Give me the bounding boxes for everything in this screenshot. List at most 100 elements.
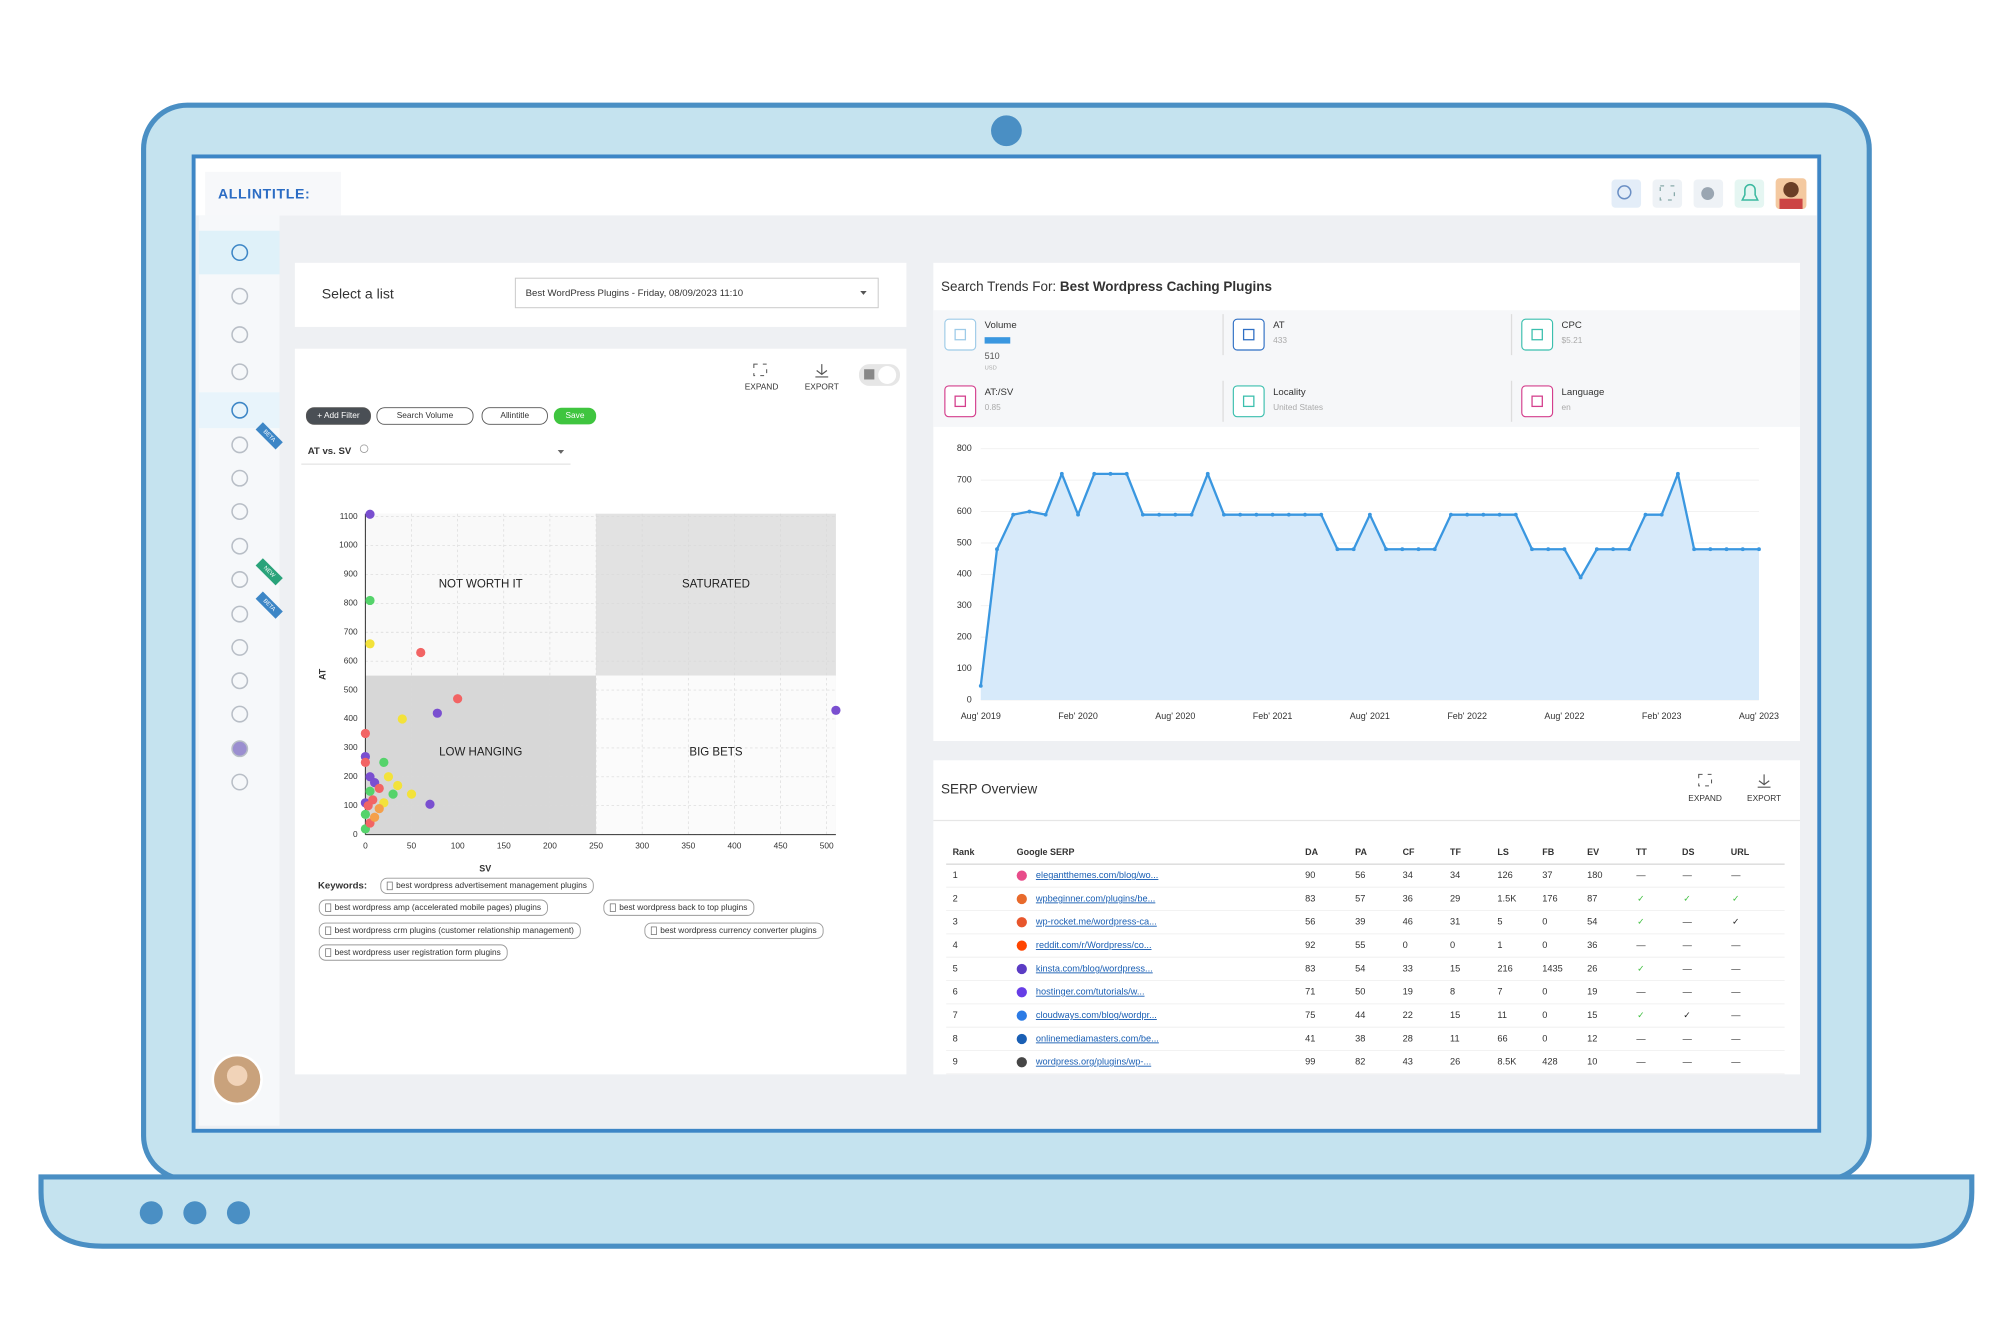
export-icon[interactable]: [815, 364, 829, 378]
point: [365, 509, 375, 519]
x-tick-label: Feb' 2022: [1447, 711, 1487, 721]
nav-icon[interactable]: [231, 363, 249, 381]
nav-icon[interactable]: [231, 287, 249, 305]
y-tick-label: 400: [957, 569, 972, 579]
quadrant: [365, 513, 597, 676]
help-icon: [359, 444, 369, 453]
serp-link[interactable]: cloudways.com/blog/wordpr...: [1036, 1010, 1157, 1020]
keyword-tag[interactable]: [318, 899, 548, 916]
expand-icon[interactable]: [1698, 773, 1713, 787]
save-button[interactable]: [553, 407, 597, 425]
export-button[interactable]: EXPORT: [1747, 793, 1781, 803]
nav-icon[interactable]: [231, 705, 249, 723]
keyword-tags: best wordpress advertisement management …: [318, 877, 824, 961]
point: [1027, 509, 1032, 514]
table-cell: 8: [1450, 987, 1455, 997]
table-cell: ✓: [1732, 917, 1740, 927]
nav-icon[interactable]: [231, 672, 249, 690]
table-cell: 5: [953, 963, 958, 973]
expand-button[interactable]: EXPAND: [745, 381, 779, 391]
grid-view-icon: [864, 369, 875, 380]
filter-button[interactable]: [376, 407, 474, 425]
quadrant-label: SATURATED: [682, 578, 750, 590]
serp-link[interactable]: onlinemediamasters.com/be...: [1036, 1033, 1159, 1043]
table-cell: 26: [1450, 1057, 1460, 1067]
keywords-label: Keywords:: [318, 880, 367, 891]
point: [360, 809, 370, 819]
point: [1400, 547, 1405, 552]
point: [1643, 512, 1648, 517]
table-cell: 54: [1587, 917, 1597, 927]
table-cell: 28: [1403, 1033, 1413, 1043]
metric-label: Locality: [1273, 387, 1306, 398]
sidebar-active: [198, 392, 280, 429]
nav-icon[interactable]: [231, 571, 249, 588]
serp-link[interactable]: wp-rocket.me/wordpress-ca...: [1035, 917, 1157, 927]
keyword-tag[interactable]: [603, 899, 755, 916]
y-tick-label: 800: [344, 598, 358, 608]
serp-link[interactable]: reddit.com/r/Wordpress/co...: [1036, 940, 1152, 950]
keyword-tag[interactable]: [644, 922, 824, 939]
expand-icon[interactable]: [753, 363, 768, 377]
serp-link[interactable]: wordpress.org/plugins/wp-...: [1035, 1057, 1151, 1067]
laptop-base: [38, 1174, 1975, 1249]
point: [1367, 512, 1372, 517]
point: [432, 708, 442, 718]
metric-glyph: [1531, 328, 1543, 341]
table-cell: 216: [1497, 963, 1512, 973]
nav-icon[interactable]: [231, 537, 249, 555]
area: [980, 473, 1759, 701]
expand-button[interactable]: EXPAND: [1688, 793, 1722, 803]
point: [1335, 547, 1340, 552]
site-favicon: [1016, 893, 1027, 905]
keyword-tag[interactable]: [318, 922, 581, 939]
serp-link[interactable]: wpbeginner.com/plugins/be...: [1035, 893, 1155, 903]
notifications-button[interactable]: [1734, 179, 1765, 208]
point: [1286, 512, 1291, 517]
table-cell: —: [1636, 870, 1646, 880]
site-favicon: [1016, 917, 1027, 928]
y-tick-label: 700: [957, 475, 972, 485]
fullscreen-button[interactable]: [1652, 179, 1683, 208]
list-label: Select a list: [322, 286, 394, 302]
table-cell: 19: [1587, 987, 1597, 997]
quadrant: [596, 513, 836, 676]
point: [393, 780, 403, 791]
point: [1627, 547, 1632, 552]
nav-icon[interactable]: [231, 326, 249, 344]
serp-link[interactable]: kinsta.com/blog/wordpress...: [1036, 963, 1153, 973]
serp-link[interactable]: elegantthemes.com/blog/wo...: [1036, 870, 1158, 880]
nav-icon[interactable]: [231, 638, 249, 656]
point: [1011, 512, 1016, 517]
nav-icon[interactable]: [231, 773, 249, 791]
table-cell: ✓: [1637, 917, 1645, 927]
metric-icon: [1232, 318, 1265, 351]
column-header: TF: [1450, 847, 1461, 857]
filter-button[interactable]: [305, 407, 371, 425]
nav-icon[interactable]: [231, 436, 249, 454]
table-cell: 180: [1587, 870, 1602, 880]
nav-icon[interactable]: [231, 244, 249, 262]
export-icon[interactable]: [1757, 774, 1771, 788]
serp-link[interactable]: hostinger.com/tutorials/w...: [1036, 987, 1145, 997]
search-button[interactable]: [1611, 179, 1642, 208]
keyword-tag[interactable]: [380, 877, 594, 895]
keyword-tag[interactable]: [318, 944, 508, 961]
nav-icon[interactable]: [231, 401, 249, 419]
table-cell: 0: [1542, 940, 1547, 950]
point: [453, 694, 463, 704]
nav-icon[interactable]: [231, 469, 249, 487]
list-dropdown[interactable]: [514, 277, 879, 309]
nav-icon[interactable]: [231, 503, 249, 521]
bookmark-icon: [609, 903, 616, 912]
nav-icon[interactable]: [231, 740, 249, 758]
table-cell: 0: [1403, 940, 1408, 950]
export-button[interactable]: EXPORT: [805, 381, 839, 391]
nav-icon[interactable]: [231, 605, 249, 623]
table-cell: 428: [1542, 1057, 1557, 1067]
point: [1173, 512, 1178, 517]
metric-select[interactable]: AT vs. SV: [308, 446, 352, 457]
table-cell: —: [1731, 940, 1741, 950]
filter-button[interactable]: [481, 407, 548, 425]
